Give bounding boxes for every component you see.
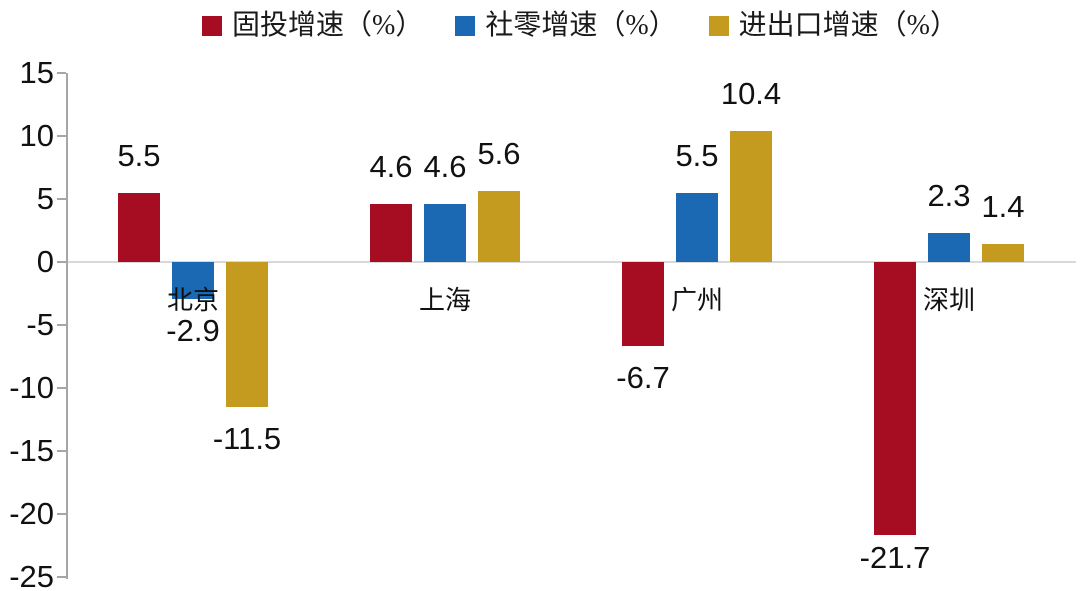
y-tick-label: 5 <box>36 181 54 216</box>
y-tick-label: 10 <box>19 118 54 153</box>
value-label: 1.4 <box>981 189 1025 225</box>
y-tick-label: -5 <box>26 307 54 342</box>
legend-label: 进出口增速（%） <box>738 10 958 41</box>
y-tick-label: -25 <box>9 559 54 591</box>
value-label: 10.4 <box>720 75 782 111</box>
bar <box>226 262 268 407</box>
category-label: 北京 <box>166 286 219 315</box>
y-axis-tick <box>57 135 66 137</box>
bar <box>424 204 466 262</box>
bar <box>478 191 520 262</box>
value-label: 4.6 <box>369 149 413 185</box>
legend-swatch <box>455 16 476 36</box>
value-label: -21.7 <box>859 540 931 575</box>
y-axis-tick <box>57 261 66 263</box>
value-label: 5.5 <box>675 137 719 173</box>
legend-label: 固投增速（%） <box>232 10 424 41</box>
y-axis-tick <box>57 198 66 200</box>
value-label: 5.6 <box>477 136 521 172</box>
legend-item: 固投增速（%） <box>202 10 423 42</box>
y-tick-label: -15 <box>9 433 54 468</box>
y-axis-tick <box>57 450 66 452</box>
bar <box>928 233 970 262</box>
value-label: -2.9 <box>166 312 220 348</box>
chart-legend: 固投增速（%） 社零增速（%） 进出口增速（%） <box>202 8 958 44</box>
y-tick-label: -20 <box>9 496 54 531</box>
y-axis-tick <box>57 72 66 74</box>
y-tick-label: -10 <box>9 370 54 405</box>
value-label: -6.7 <box>616 360 670 396</box>
y-axis-tick <box>57 387 66 389</box>
y-axis-tick <box>57 324 66 326</box>
y-axis-tick <box>57 513 66 515</box>
legend-item: 进出口增速（%） <box>708 10 958 42</box>
bar <box>982 244 1024 262</box>
legend-swatch <box>708 16 729 36</box>
category-label: 广州 <box>670 286 723 315</box>
y-tick-label: 15 <box>19 55 54 90</box>
legend-swatch <box>202 16 222 36</box>
y-axis-line <box>66 73 68 579</box>
bar <box>676 192 718 262</box>
bar <box>730 130 772 262</box>
bar <box>370 204 412 262</box>
y-axis-tick <box>57 576 66 578</box>
legend-item: 社零增速（%） <box>455 10 677 42</box>
value-label: 2.3 <box>927 178 971 214</box>
value-label: -11.5 <box>212 420 282 456</box>
category-label: 上海 <box>418 286 471 315</box>
bar <box>874 262 916 536</box>
bar <box>118 192 160 262</box>
bar <box>172 262 214 299</box>
legend-label: 社零增速（%） <box>485 10 677 41</box>
category-label: 深圳 <box>922 286 975 315</box>
bar <box>622 262 664 347</box>
y-tick-label: 0 <box>36 244 54 279</box>
value-label: 5.5 <box>117 137 161 173</box>
value-label: 4.6 <box>423 149 467 185</box>
zero-gridline <box>68 261 1076 263</box>
